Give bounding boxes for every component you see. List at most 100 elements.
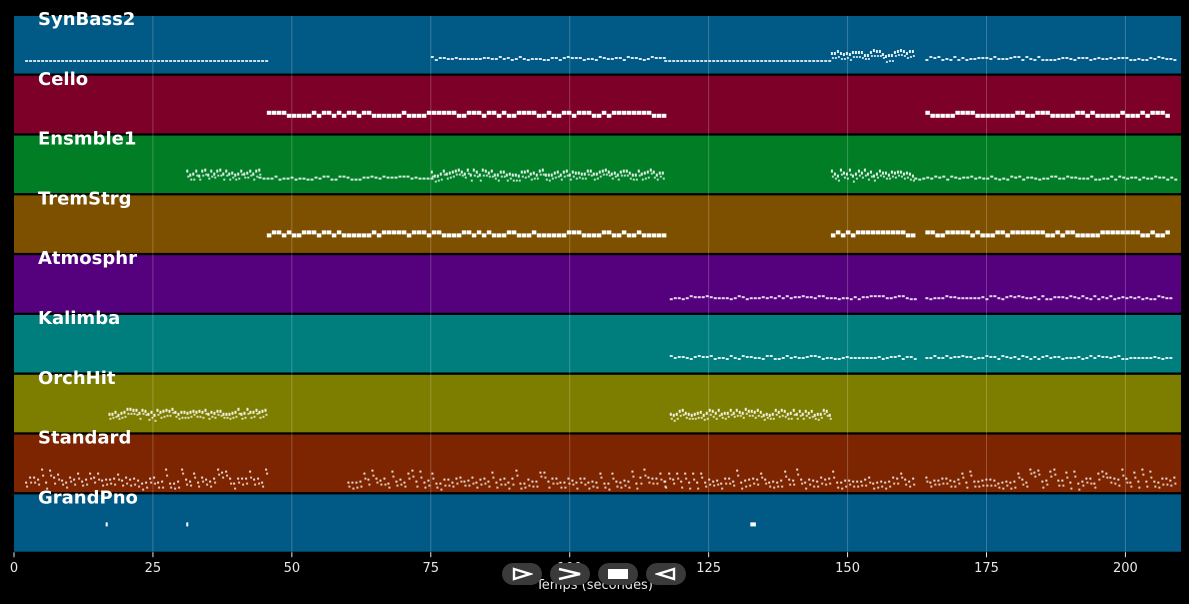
note	[813, 413, 816, 417]
note	[1134, 176, 1138, 179]
note	[690, 413, 693, 417]
note	[54, 482, 57, 485]
note	[436, 174, 439, 178]
note	[1085, 57, 1089, 59]
note	[341, 233, 347, 238]
note	[219, 168, 222, 172]
note	[519, 482, 522, 485]
note	[961, 472, 964, 475]
note	[504, 483, 507, 486]
note	[937, 56, 941, 58]
note	[865, 357, 869, 359]
note	[829, 417, 832, 420]
note	[138, 411, 141, 415]
note	[601, 230, 607, 235]
track-lane	[14, 135, 1181, 194]
note	[701, 296, 705, 299]
note	[1062, 484, 1065, 487]
play-button[interactable]	[502, 563, 542, 585]
note	[804, 409, 807, 413]
note	[973, 297, 977, 300]
note	[1040, 110, 1045, 115]
note	[958, 482, 961, 485]
note	[276, 110, 282, 115]
fast-forward-button[interactable]	[550, 563, 590, 585]
note	[798, 409, 801, 413]
note	[664, 480, 667, 483]
note	[603, 482, 606, 485]
note	[688, 481, 691, 484]
note	[990, 175, 994, 178]
note	[741, 487, 744, 490]
note	[565, 169, 568, 173]
note	[1080, 233, 1085, 238]
note	[466, 110, 472, 115]
note	[1173, 476, 1176, 479]
note	[708, 60, 712, 62]
note	[848, 168, 851, 172]
note	[211, 415, 214, 418]
note	[930, 230, 935, 235]
note	[863, 168, 866, 172]
note	[539, 173, 542, 176]
note	[801, 482, 804, 485]
note	[895, 230, 901, 235]
note	[1054, 175, 1058, 178]
note	[150, 410, 153, 414]
note	[1085, 297, 1089, 300]
note	[398, 175, 402, 178]
note	[1154, 175, 1158, 178]
note	[1135, 113, 1140, 118]
note	[811, 415, 814, 418]
note	[1129, 296, 1133, 299]
note	[500, 175, 503, 178]
note	[864, 174, 867, 177]
note	[149, 60, 153, 62]
note	[331, 113, 337, 118]
note	[433, 174, 436, 178]
note	[1050, 475, 1053, 478]
stop-button[interactable]	[598, 563, 638, 585]
note	[846, 57, 849, 59]
note	[546, 59, 550, 61]
note	[1149, 57, 1153, 59]
note	[195, 169, 198, 173]
rewind-button[interactable]	[646, 563, 686, 585]
note	[189, 60, 193, 62]
note	[183, 410, 186, 414]
note	[576, 230, 582, 235]
note	[1035, 230, 1040, 235]
note	[966, 486, 969, 489]
note	[781, 297, 785, 300]
note	[837, 179, 840, 182]
note	[142, 488, 145, 491]
note	[965, 230, 970, 235]
note	[784, 470, 787, 473]
note	[237, 477, 240, 480]
note	[222, 476, 225, 479]
note	[1066, 175, 1070, 178]
note	[195, 410, 198, 414]
note	[929, 357, 933, 359]
note	[901, 295, 905, 298]
note	[1015, 230, 1020, 235]
note	[1020, 110, 1025, 115]
note	[680, 480, 683, 483]
note	[833, 297, 837, 300]
note	[1093, 357, 1097, 359]
note	[165, 60, 169, 62]
note	[960, 230, 965, 235]
note	[625, 169, 628, 173]
note	[723, 411, 726, 415]
note	[568, 482, 571, 485]
note	[225, 60, 229, 62]
note	[843, 58, 846, 60]
note	[909, 298, 913, 301]
note	[498, 56, 502, 58]
note	[180, 410, 183, 414]
note	[705, 411, 708, 415]
note	[994, 177, 998, 180]
note	[162, 409, 165, 413]
note	[887, 173, 890, 177]
note	[1026, 485, 1029, 488]
